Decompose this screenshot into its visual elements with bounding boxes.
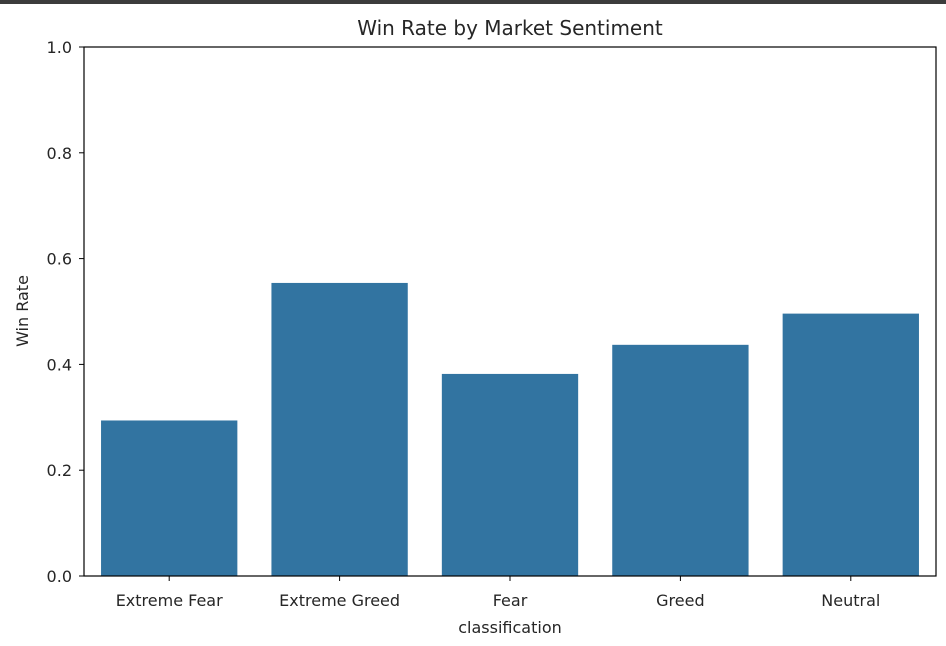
x-tick-label: Neutral (821, 591, 880, 610)
bar-extreme-greed (271, 282, 408, 576)
y-tick-label: 1.0 (47, 38, 72, 57)
bar-extreme-fear (101, 420, 238, 576)
window-top-border (0, 0, 946, 4)
chart-title: Win Rate by Market Sentiment (357, 16, 663, 40)
bars-group (101, 282, 919, 576)
bar-neutral (782, 313, 919, 576)
y-tick-label: 0.2 (47, 461, 72, 480)
x-tick-label: Fear (493, 591, 528, 610)
y-tick-label: 0.6 (47, 250, 72, 269)
y-tick-label: 0.4 (47, 355, 72, 374)
y-axis-label: Win Rate (13, 275, 32, 347)
x-tick-label: Extreme Greed (279, 591, 400, 610)
x-axis-label: classification (458, 618, 562, 637)
bar-greed (612, 344, 749, 576)
x-axis-ticks: Extreme Fear Extreme Greed Fear Greed Neutra… (116, 576, 880, 610)
x-tick-label: Greed (656, 591, 704, 610)
y-axis-ticks: 0.0 0.2 0.4 0.6 0.8 1.0 (47, 38, 84, 586)
plot-frame (83, 46, 937, 577)
bar-fear (441, 373, 579, 576)
y-tick-label: 0.8 (47, 144, 72, 163)
x-tick-label: Extreme Fear (116, 591, 223, 610)
y-tick-label: 0.0 (47, 567, 72, 586)
